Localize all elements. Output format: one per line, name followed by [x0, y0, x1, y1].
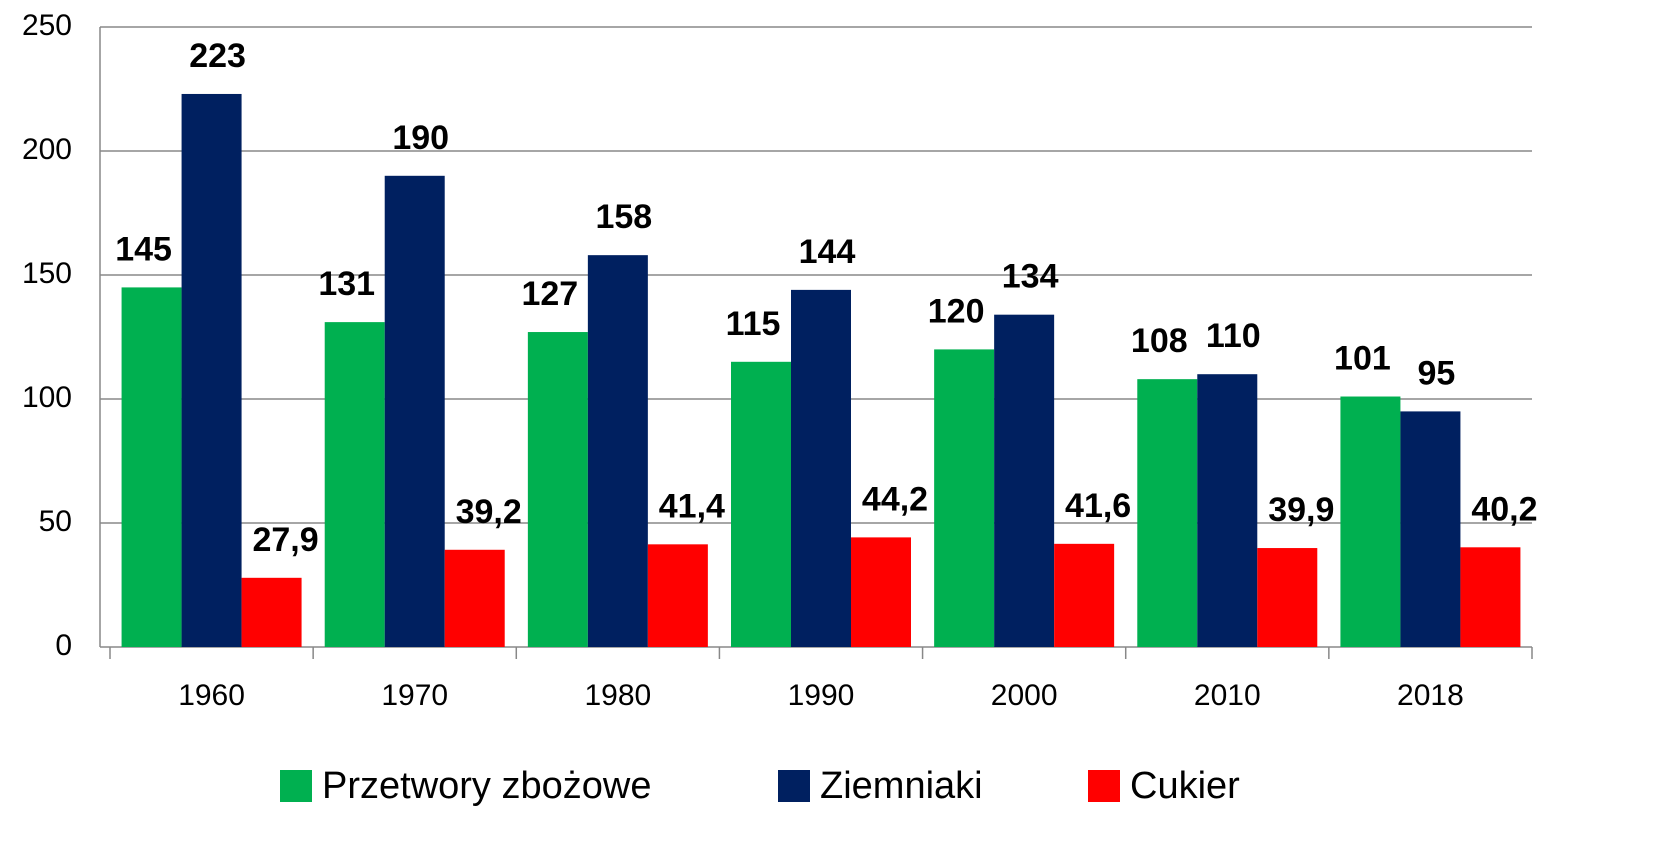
legend-swatch — [1088, 770, 1120, 802]
x-tick-label: 1980 — [584, 679, 651, 712]
value-label: 115 — [726, 305, 781, 343]
value-label: 127 — [521, 275, 578, 313]
value-label: 134 — [1002, 258, 1059, 296]
legend-label: Ziemniaki — [820, 765, 983, 807]
value-label: 39,2 — [456, 493, 522, 531]
value-label: 101 — [1334, 340, 1391, 378]
legend-label: Przetwory zbożowe — [322, 765, 651, 807]
bar — [851, 537, 911, 647]
bar — [1257, 548, 1318, 647]
value-label: 40,2 — [1471, 490, 1537, 528]
legend-swatch — [280, 770, 312, 802]
value-label: 41,4 — [659, 487, 725, 525]
bar — [181, 93, 242, 647]
x-tick-label: 1990 — [788, 679, 855, 712]
y-tick-label: 200 — [22, 133, 72, 166]
value-label: 39,9 — [1268, 491, 1334, 529]
value-label: 41,6 — [1065, 487, 1131, 525]
value-label: 95 — [1418, 354, 1456, 392]
bar — [121, 287, 182, 647]
y-tick-label: 0 — [55, 629, 72, 662]
bar — [1137, 379, 1198, 647]
x-tick-label: 1960 — [178, 679, 245, 712]
x-tick-label: 2000 — [991, 679, 1058, 712]
value-label: 27,9 — [252, 521, 318, 559]
bar — [324, 322, 385, 647]
legend-swatch — [778, 770, 810, 802]
value-label: 190 — [392, 119, 449, 157]
bar — [527, 332, 588, 647]
x-tick-label: 2010 — [1194, 679, 1261, 712]
value-label: 145 — [115, 230, 172, 268]
bar — [731, 361, 791, 647]
x-tick-label: 2018 — [1397, 679, 1464, 712]
bar — [1400, 411, 1461, 647]
bar — [994, 314, 1055, 647]
value-label: 144 — [799, 233, 856, 271]
bar — [444, 549, 505, 647]
value-label: 110 — [1206, 317, 1261, 355]
y-tick-label: 50 — [39, 505, 72, 538]
value-label: 223 — [189, 37, 246, 75]
bar — [791, 289, 851, 647]
bar — [1460, 547, 1521, 647]
bar — [384, 175, 445, 648]
bar — [241, 577, 302, 647]
bar — [1197, 374, 1258, 647]
y-tick-label: 100 — [22, 381, 72, 414]
value-label: 158 — [595, 198, 652, 236]
legend-label: Cukier — [1130, 765, 1240, 807]
value-label: 131 — [318, 265, 375, 303]
bar — [587, 255, 648, 647]
y-tick-label: 150 — [22, 257, 72, 290]
x-tick-label: 1970 — [381, 679, 448, 712]
bar — [1054, 543, 1115, 647]
value-label: 108 — [1131, 322, 1188, 360]
bar — [934, 349, 995, 647]
value-label: 44,2 — [862, 480, 928, 518]
y-tick-label: 250 — [22, 9, 72, 42]
bar — [1340, 396, 1401, 647]
bar — [647, 544, 708, 647]
value-label: 120 — [928, 292, 985, 330]
